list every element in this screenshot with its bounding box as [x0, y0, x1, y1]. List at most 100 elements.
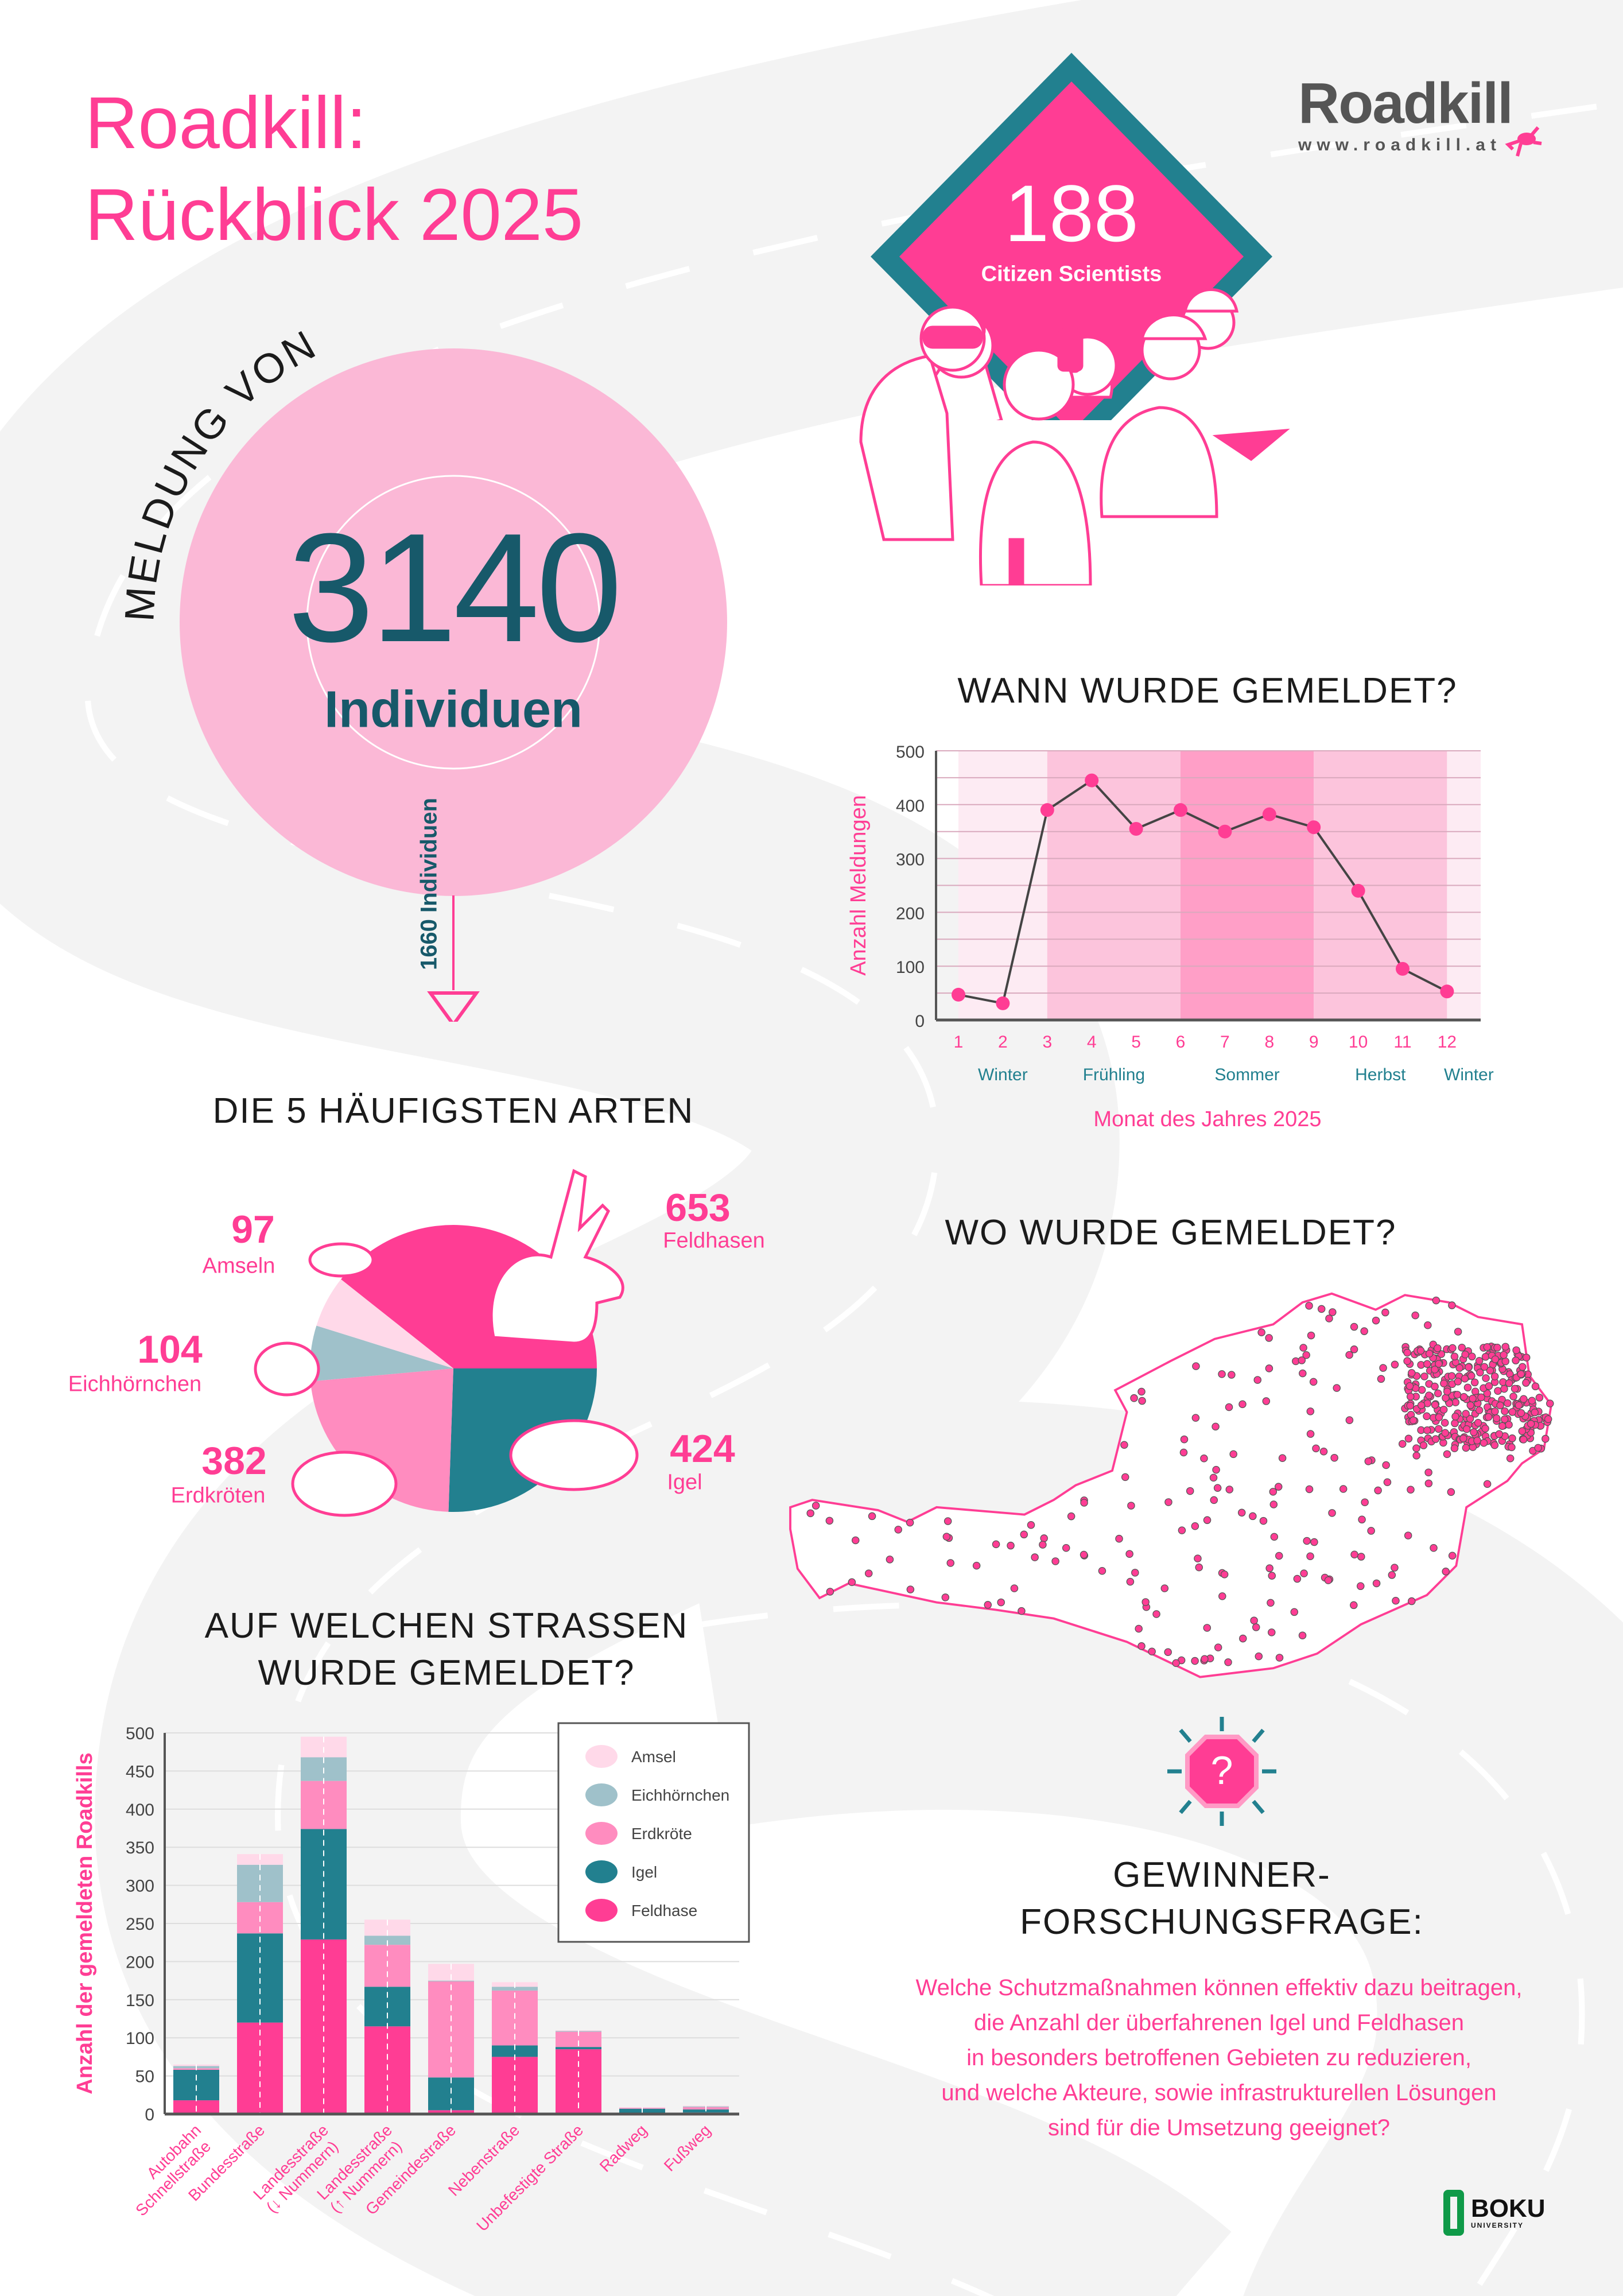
report-dot: [1214, 1643, 1222, 1651]
logo-url: www.roadkill.at: [1298, 135, 1501, 154]
report-dot: [1228, 1371, 1236, 1379]
question-line: in besonders betroffenen Gebieten zu red…: [966, 2045, 1471, 2070]
report-dot: [1509, 1393, 1517, 1401]
report-dot: [1451, 1398, 1460, 1406]
report-dot: [1257, 1328, 1265, 1336]
report-dot: [1466, 1414, 1474, 1423]
data-point: [1396, 961, 1410, 976]
report-dot: [1442, 1568, 1450, 1576]
report-dot: [906, 1585, 915, 1593]
eichhoernchen-label: Eichhörnchen: [68, 1372, 202, 1397]
research-question: Welche Schutzmaßnahmen können effektiv d…: [916, 1971, 1523, 2146]
report-dot: [1519, 1436, 1528, 1444]
amsel-count: 97: [231, 1208, 275, 1251]
report-dot: [1405, 1382, 1414, 1390]
report-dot: [1522, 1379, 1530, 1387]
report-dot: [812, 1502, 820, 1510]
report-dot: [1212, 1422, 1220, 1431]
report-dot: [997, 1598, 1005, 1607]
report-dot: [1451, 1419, 1459, 1428]
data-point: [1040, 803, 1054, 817]
x-tick-label: 5: [1131, 1033, 1141, 1052]
report-dot: [1439, 1406, 1448, 1414]
report-dot: [1372, 1316, 1380, 1325]
data-point: [1129, 822, 1143, 836]
question-title: GEWINNER- FORSCHUNGSFRAGE:: [1020, 1852, 1424, 1946]
report-dot: [1325, 1314, 1333, 1322]
report-dot: [1350, 1550, 1358, 1558]
y-tick-label: 500: [896, 743, 925, 762]
report-dot: [1306, 1430, 1315, 1438]
when-title: WANN WURDE GEMELDET?: [957, 671, 1458, 711]
y-tick-label: 100: [896, 958, 925, 977]
report-dot: [942, 1533, 951, 1541]
report-dot: [1440, 1379, 1448, 1387]
report-dot: [1506, 1454, 1515, 1463]
report-dot: [1357, 1553, 1365, 1561]
report-dot: [1328, 1509, 1336, 1517]
reports-unit: Individuen: [324, 681, 583, 739]
toad-icon: [291, 1450, 398, 1517]
x-axis-label: Monat des Jahres 2025: [1093, 1107, 1321, 1131]
report-dot: [1480, 1438, 1488, 1447]
y-tick-label: 200: [896, 904, 925, 923]
citizen-count: 188: [1004, 168, 1139, 258]
report-dot: [1423, 1360, 1431, 1368]
report-dot: [1007, 1541, 1015, 1550]
y-tick-label: 100: [126, 2029, 154, 2048]
bar-segment-eichhörnchen: [492, 1987, 538, 1991]
report-dot: [806, 1509, 814, 1518]
report-dot: [1018, 1607, 1026, 1615]
report-dot: [1213, 1484, 1222, 1492]
report-dot: [1293, 1574, 1302, 1583]
amsel-label: Amseln: [202, 1254, 275, 1278]
report-dot: [1310, 1538, 1318, 1546]
y-tick-label: 300: [896, 851, 925, 870]
x-tick-label: Unbefestigte Straße: [473, 2121, 587, 2235]
report-dot: [1447, 1488, 1455, 1496]
x-tick-label: 12: [1438, 1033, 1457, 1052]
report-dot: [1466, 1401, 1475, 1409]
report-dot: [1451, 1413, 1459, 1421]
report-dot: [992, 1540, 1000, 1549]
report-dot: [1098, 1567, 1106, 1575]
report-dot: [1253, 1376, 1262, 1384]
report-dot: [1473, 1436, 1481, 1445]
report-dot: [886, 1556, 894, 1564]
report-dot: [1531, 1408, 1539, 1417]
report-dot: [1461, 1375, 1469, 1383]
roads-title-line-1: AUF WELCHEN STRASSEN: [204, 1606, 689, 1646]
data-point: [1307, 820, 1321, 835]
report-dot: [1408, 1597, 1416, 1605]
report-dot: [1412, 1452, 1420, 1460]
boku-bracket-icon: [1443, 2190, 1464, 2236]
report-dot: [1010, 1584, 1019, 1592]
report-dot: [1471, 1387, 1480, 1395]
report-dot: [1434, 1344, 1442, 1352]
report-dot: [1329, 1308, 1337, 1316]
report-dot: [1350, 1601, 1358, 1609]
report-dot: [1225, 1486, 1234, 1494]
report-dot: [1417, 1401, 1426, 1409]
report-dot: [1423, 1426, 1431, 1434]
season-label: Frühling: [1083, 1065, 1145, 1084]
report-dot: [943, 1517, 952, 1525]
data-point: [1262, 807, 1276, 821]
report-dot: [1544, 1415, 1552, 1424]
report-dot: [1398, 1440, 1407, 1448]
report-dot: [1434, 1389, 1442, 1398]
report-dot: [1448, 1552, 1457, 1560]
report-dot: [1443, 1387, 1451, 1395]
x-tick-label: 4: [1087, 1033, 1097, 1052]
report-dot: [1508, 1408, 1516, 1416]
data-point: [952, 987, 965, 1002]
report-dot: [1455, 1364, 1463, 1372]
report-dot: [1364, 1457, 1373, 1465]
report-dot: [1212, 1465, 1220, 1474]
report-dot: [1528, 1397, 1536, 1405]
report-dot: [1515, 1401, 1523, 1409]
report-dot: [1270, 1533, 1279, 1541]
report-dot: [1115, 1534, 1123, 1543]
report-dot: [1265, 1334, 1273, 1342]
report-dot: [1484, 1413, 1493, 1421]
